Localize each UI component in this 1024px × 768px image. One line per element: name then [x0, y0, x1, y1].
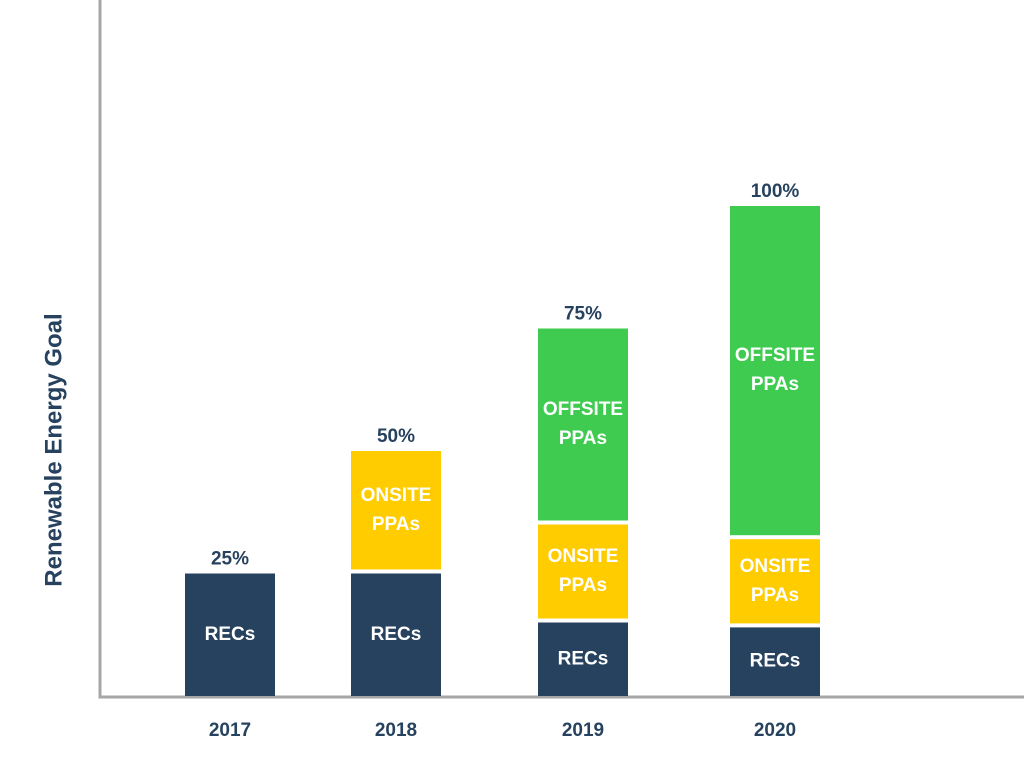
- segment-label-recs-2017: RECs: [205, 624, 256, 645]
- bar-segment-recs-2018: [351, 573, 441, 696]
- total-label-2017: 25%: [211, 549, 249, 570]
- x-tick-label-2019: 2019: [562, 720, 604, 741]
- bar-segment-recs-2020: [730, 627, 820, 696]
- total-label-2018: 50%: [377, 426, 415, 447]
- segment-label-offsite-ppas-2019: OFFSITE PPAs: [543, 399, 623, 449]
- bar-segment-offsite-ppas-2020: [730, 206, 820, 536]
- segment-label-onsite-ppas-2018: ONSITE PPAs: [361, 485, 432, 535]
- x-tick-label-2018: 2018: [375, 720, 417, 741]
- segment-label-onsite-ppas-2019: ONSITE PPAs: [548, 546, 619, 596]
- y-axis-label: Renewable Energy Goal: [40, 313, 67, 586]
- bar-segment-onsite-ppas-2019: [538, 524, 628, 619]
- bar-segment-recs-2019: [538, 622, 628, 696]
- segment-label-onsite-ppas-2020: ONSITE PPAs: [740, 556, 811, 606]
- segment-label-recs-2020: RECs: [750, 651, 801, 672]
- total-label-2019: 75%: [564, 304, 602, 325]
- segment-label-offsite-ppas-2020: OFFSITE PPAs: [735, 345, 815, 395]
- bar-segment-recs-2017: [185, 573, 275, 696]
- bar-segment-offsite-ppas-2019: [538, 328, 628, 521]
- bar-segment-onsite-ppas-2020: [730, 539, 820, 624]
- segment-label-recs-2018: RECs: [371, 624, 422, 645]
- segment-label-recs-2019: RECs: [558, 648, 609, 669]
- x-tick-label-2020: 2020: [754, 720, 796, 741]
- bars-group: RECs 25% 2017 RECs ONSITE PPAs 50% 2018 RECs ONSI…: [185, 181, 820, 741]
- x-tick-label-2017: 2017: [209, 720, 251, 741]
- bar-segment-onsite-ppas-2018: [351, 451, 441, 570]
- total-label-2020: 100%: [751, 181, 800, 202]
